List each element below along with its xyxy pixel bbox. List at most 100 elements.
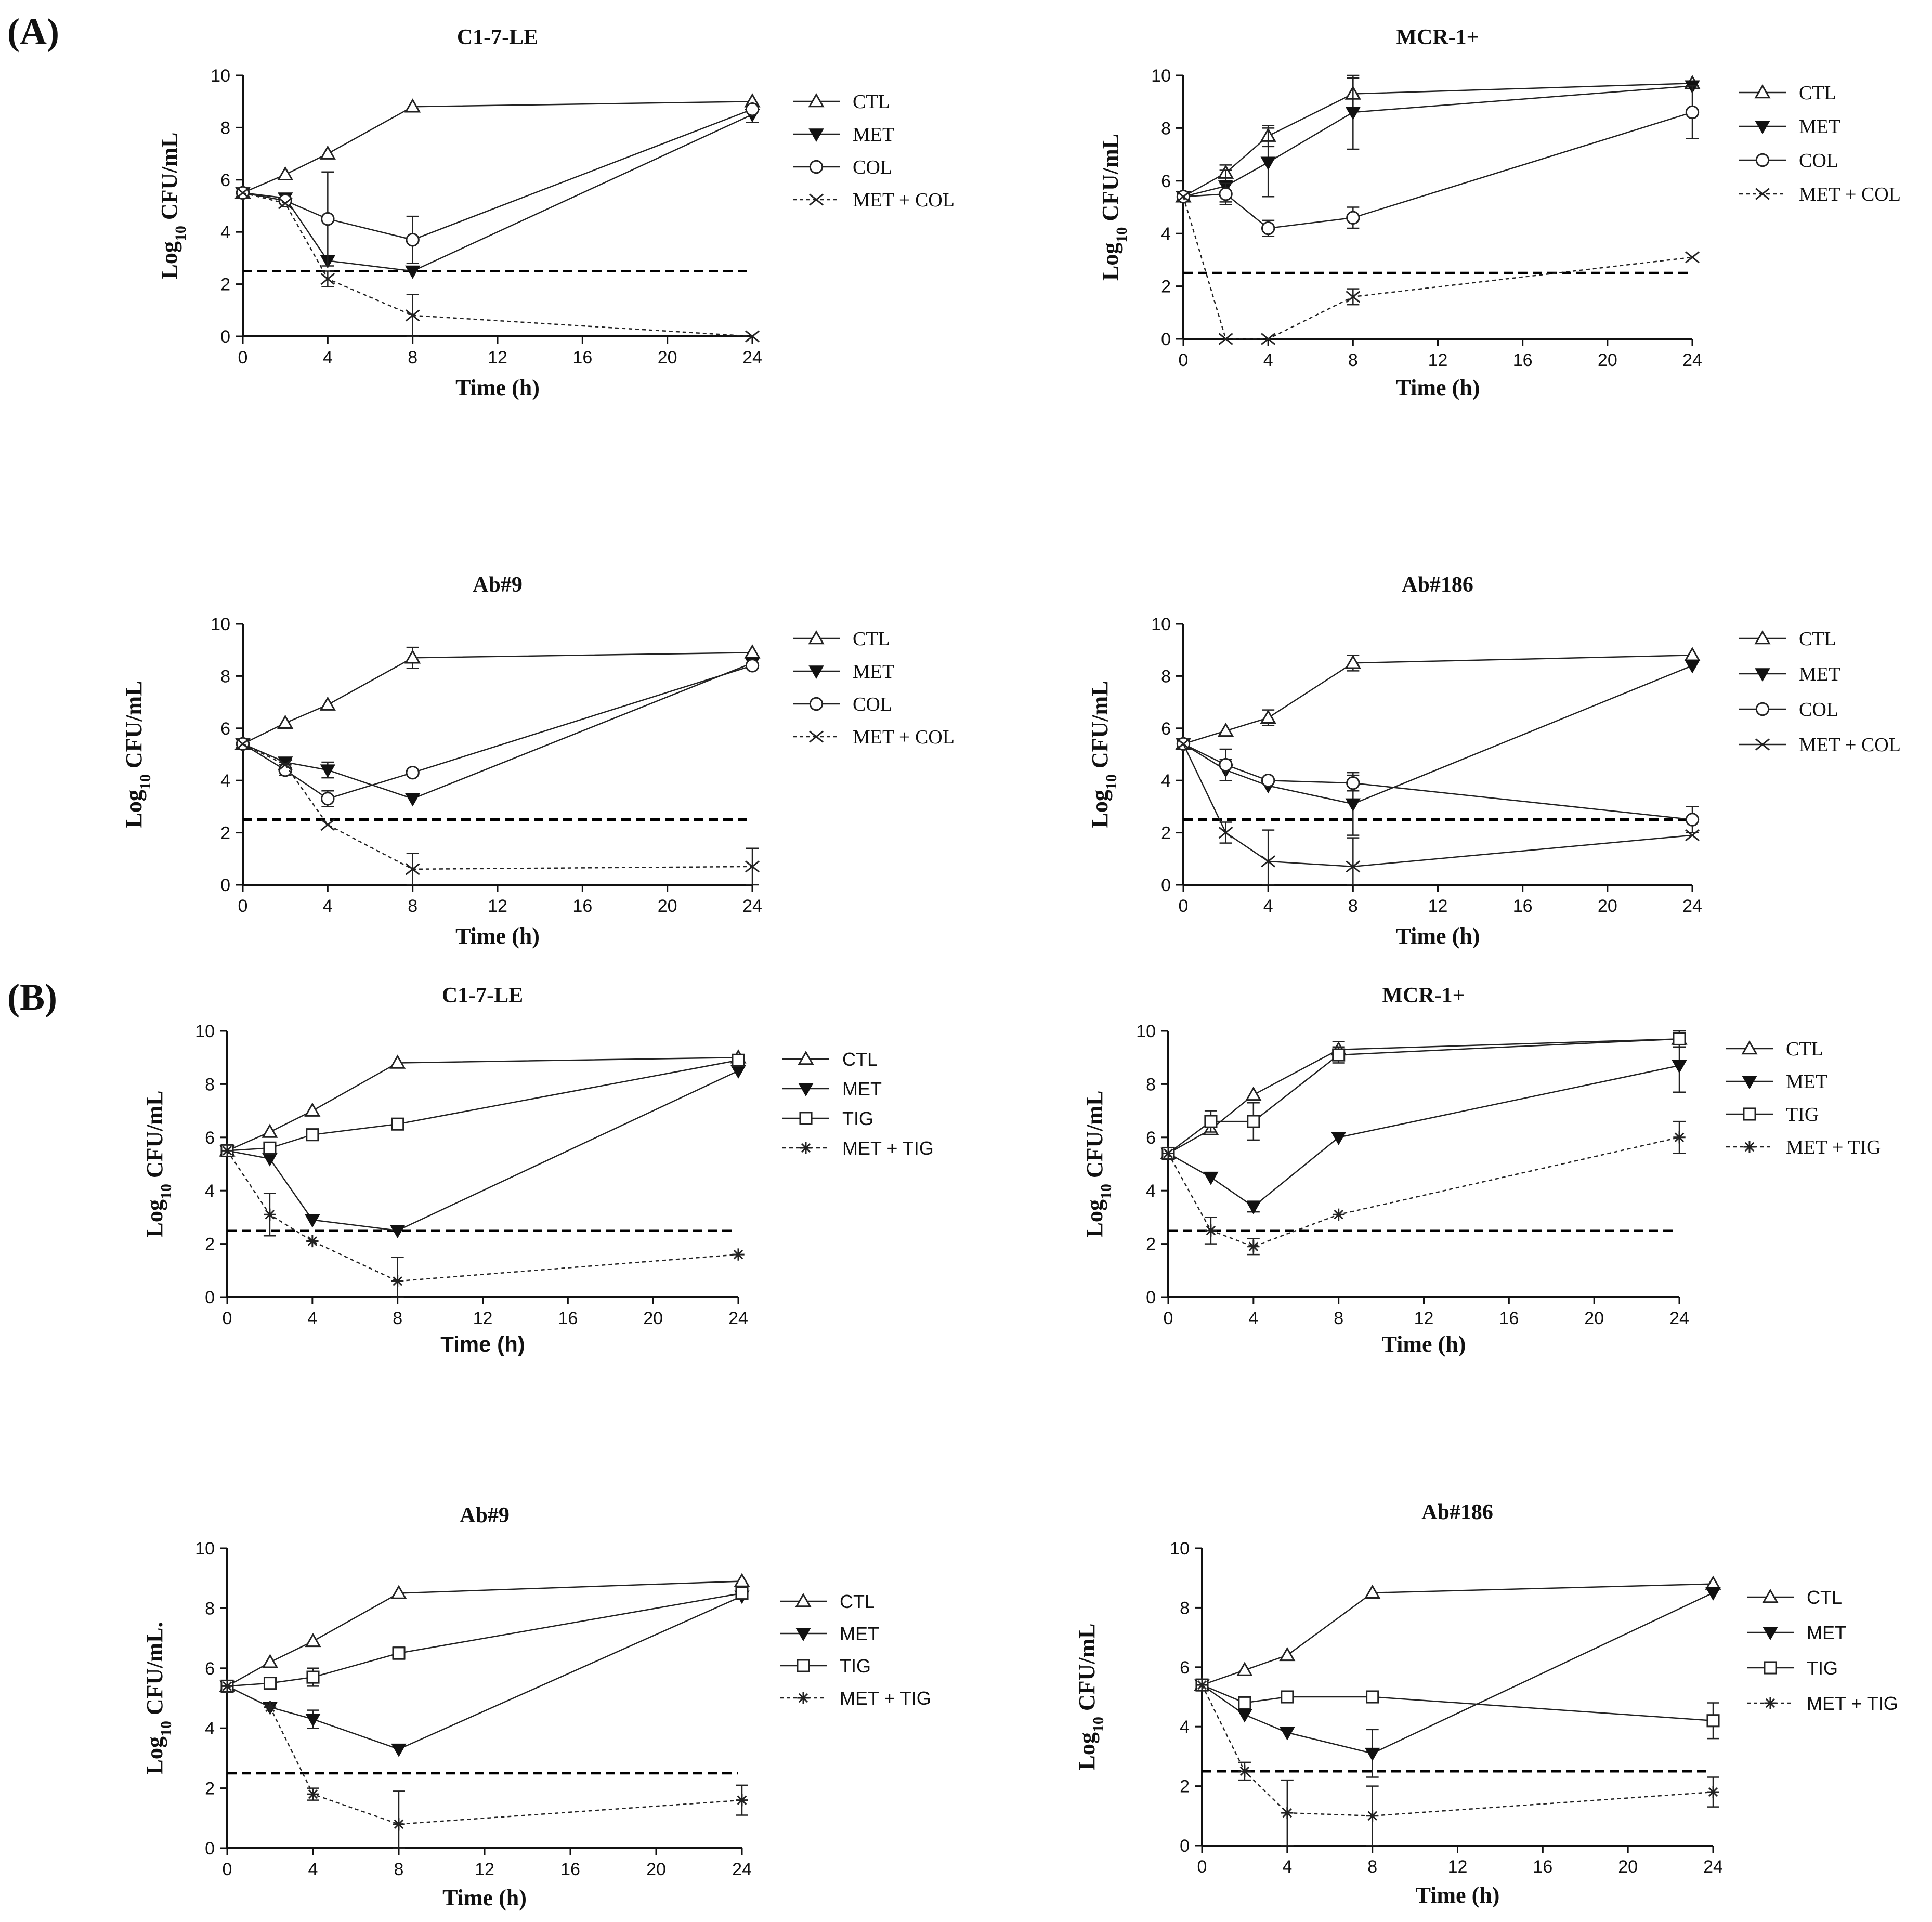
data-point (736, 1794, 748, 1807)
y-tick-label: 8 (1161, 666, 1171, 686)
data-point (319, 145, 336, 160)
data-point (1345, 798, 1361, 812)
legend-marker (1754, 630, 1771, 645)
data-point (1247, 1240, 1260, 1253)
legend-marker (1742, 1076, 1757, 1090)
data-point (1203, 1171, 1219, 1185)
legend-marker (809, 697, 824, 711)
series-met-col (236, 738, 760, 886)
x-tick-label: 0 (1179, 896, 1189, 916)
legend-marker (1764, 1697, 1777, 1709)
x-axis-title: Time (h) (455, 923, 540, 949)
y-tick-label: 10 (1151, 66, 1171, 86)
y-axis-title: Log10 CFU/mL (142, 1090, 175, 1237)
y-tick-label: 6 (205, 1128, 215, 1148)
y-tick-label: 8 (1161, 119, 1171, 138)
x-tick-label: 16 (560, 1860, 580, 1879)
y-axis-title-rest: CFU/mL (121, 681, 147, 774)
legend: CTL MET COL MET + COL (1739, 628, 1901, 756)
y-axis-title: Log10 CFU/mL (1098, 134, 1130, 281)
legend-item: MET (1739, 116, 1840, 138)
legend-item: MET (1747, 1622, 1846, 1643)
legend-label: CTL (1786, 1038, 1823, 1060)
data-point (263, 1677, 277, 1690)
x-tick-label: 24 (1669, 1309, 1689, 1328)
data-point (278, 197, 293, 210)
legend-label: COL (1799, 699, 1838, 721)
legend-item: CTL (780, 1591, 875, 1612)
legend-label: MET + COL (1799, 184, 1901, 205)
legend-item: MET (780, 1623, 879, 1644)
data-point (1707, 1786, 1719, 1798)
chart-title: Ab#186 (1421, 1500, 1493, 1524)
data-point (277, 714, 294, 729)
x-tick-label: 4 (1282, 1857, 1292, 1877)
data-point (278, 759, 293, 771)
data-point (1672, 1060, 1687, 1074)
x-tick-label: 8 (1334, 1309, 1343, 1328)
panel-label-a: (A) (7, 11, 59, 53)
y-axis-title-rest: CFU/mL (1074, 1623, 1100, 1717)
legend-marker (808, 665, 824, 679)
data-point (320, 764, 336, 778)
data-point (320, 818, 335, 831)
legend-marker (1762, 1588, 1779, 1603)
data-point (1176, 190, 1191, 203)
y-tick-label: 2 (205, 1235, 215, 1254)
y-tick-label: 4 (1146, 1181, 1156, 1201)
y-axis-title-base: Log (156, 241, 182, 279)
x-tick-label: 24 (742, 348, 762, 368)
y-tick-label: 4 (220, 771, 230, 791)
legend-label: MET (853, 661, 894, 683)
legend-item: COL (1739, 150, 1838, 172)
legend-label: COL (1799, 150, 1838, 172)
x-tick-label: 16 (558, 1309, 578, 1328)
y-tick-label: 0 (220, 875, 230, 895)
x-tick-label: 8 (393, 1309, 402, 1328)
y-tick-label: 8 (220, 118, 230, 138)
x-tick-label: 16 (1513, 896, 1533, 916)
data-point (1238, 1696, 1251, 1709)
legend: CTL MET COL MET + COL (793, 91, 955, 211)
data-point (306, 1235, 319, 1248)
y-tick-label: 6 (1180, 1658, 1190, 1678)
x-tick-label: 16 (1513, 350, 1533, 370)
legend-item: TIG (780, 1655, 871, 1677)
x-tick-label: 12 (475, 1860, 494, 1879)
data-point (1705, 1587, 1721, 1601)
legend-item: COL (793, 156, 892, 178)
legend-marker (1755, 188, 1770, 200)
y-axis-title-subscript: 10 (137, 774, 154, 790)
data-point (745, 102, 760, 116)
y-axis-title-subscript: 10 (158, 1184, 175, 1199)
y-axis-title-rest: CFU/mL. (142, 1622, 167, 1721)
chart-title: Ab#9 (473, 573, 523, 597)
data-point (732, 1248, 745, 1261)
data-point (321, 212, 335, 226)
x-tick-label: 12 (1448, 1857, 1468, 1877)
y-axis-title: Log10 CFU/mL (1074, 1623, 1107, 1770)
y-tick-label: 8 (205, 1599, 215, 1618)
data-point (1346, 860, 1361, 873)
legend-marker (1743, 1107, 1756, 1121)
legend-marker (1755, 702, 1770, 716)
x-tick-label: 20 (1618, 1857, 1638, 1877)
x-tick-label: 12 (1414, 1309, 1434, 1328)
x-tick-label: 20 (1598, 350, 1617, 370)
series-met (1160, 1038, 1687, 1214)
data-point (391, 1275, 404, 1287)
y-tick-label: 6 (220, 719, 230, 739)
x-tick-label: 0 (238, 896, 248, 916)
chart-title: Ab#9 (460, 1503, 510, 1527)
data-point (1205, 1224, 1217, 1237)
data-point (1344, 655, 1361, 669)
y-axis-title: Log10 CFU/mL (156, 132, 189, 279)
legend-marker (798, 1083, 814, 1097)
legend-item: CTL (1747, 1587, 1842, 1608)
legend: CTL MET TIG MET + TIG (780, 1591, 931, 1709)
y-axis-title-subscript: 10 (1103, 774, 1120, 790)
data-point (320, 272, 335, 285)
series-met-tig (1196, 1679, 1719, 1847)
